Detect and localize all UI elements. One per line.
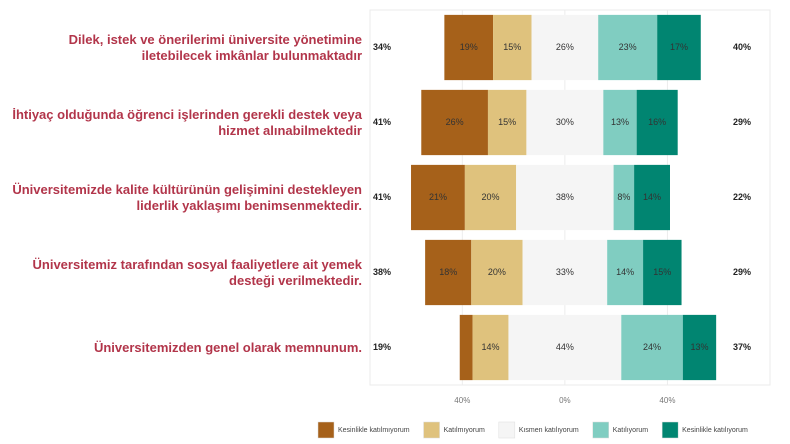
value-label: 19%	[460, 42, 478, 52]
legend-label: Kısmen katılıyorum	[519, 427, 579, 434]
right-total: 22%	[733, 192, 751, 202]
bar-segment	[598, 14, 658, 81]
bar-segment	[634, 164, 670, 231]
bar-segment	[657, 14, 701, 81]
bar-segment	[493, 14, 532, 81]
value-label: 20%	[482, 192, 500, 202]
value-label: 17%	[670, 42, 688, 52]
value-label: 44%	[556, 342, 574, 352]
value-label: 15%	[503, 42, 521, 52]
bar-segment	[425, 239, 472, 306]
bar-segment	[607, 239, 644, 306]
value-label: 18%	[439, 267, 457, 277]
legend-label: Kesinlikle katılıyorum	[682, 427, 748, 434]
bar-segment	[613, 164, 635, 231]
value-label: 15%	[653, 267, 671, 277]
bar-segment	[508, 314, 622, 381]
bar-segment	[531, 14, 599, 81]
bar-segment	[464, 164, 517, 231]
legend-swatch	[423, 421, 440, 439]
value-label: 33%	[556, 267, 574, 277]
category-label: İhtiyaç olduğunda öğrenci işlerinden ger…	[12, 106, 362, 138]
legend-swatch	[661, 421, 679, 439]
bar-segment	[487, 89, 527, 156]
bar-segment	[516, 164, 614, 231]
x-tick-label: 40%	[454, 396, 470, 405]
left-total: 34%	[373, 42, 391, 52]
category-label: Dilek, istek ve önerilerimi üniversite y…	[68, 31, 362, 63]
left-total: 38%	[373, 267, 391, 277]
value-label: 21%	[429, 192, 447, 202]
bar-segment	[411, 164, 465, 231]
legend-swatch	[592, 421, 609, 439]
left-total: 41%	[373, 117, 391, 127]
legend-label: Katılmıyorum	[444, 427, 485, 434]
x-tick-label: 40%	[659, 396, 675, 405]
value-label: 30%	[556, 117, 574, 127]
category-label: Üniversitemizde kalite kültürünün gelişi…	[12, 181, 362, 213]
x-tick-label: 0%	[559, 396, 571, 405]
bar-segment	[526, 89, 604, 156]
legend-swatch	[317, 421, 335, 439]
right-total: 40%	[733, 42, 751, 52]
value-label: 13%	[611, 117, 629, 127]
value-label: 14%	[616, 267, 634, 277]
bar-segment	[603, 89, 637, 156]
value-label: 14%	[643, 192, 661, 202]
value-label: 26%	[446, 117, 464, 127]
category-label: Üniversitemiz tarafından sosyal faaliyet…	[32, 256, 363, 288]
bar-segment	[444, 14, 494, 81]
bar-segment	[643, 239, 682, 306]
right-total: 29%	[733, 117, 751, 127]
value-label: 13%	[690, 342, 708, 352]
value-label: 26%	[556, 42, 574, 52]
right-total: 29%	[733, 267, 751, 277]
legend-swatch	[498, 421, 516, 439]
bar-segment	[636, 89, 678, 156]
bar-segment	[421, 89, 488, 156]
legend-label: Katılıyorum	[613, 427, 649, 434]
bar-segment	[621, 314, 683, 381]
bar-segment	[472, 314, 509, 381]
left-total: 19%	[373, 342, 391, 352]
value-label: 24%	[643, 342, 661, 352]
bar-segment	[682, 314, 717, 381]
left-total: 41%	[373, 192, 391, 202]
value-label: 20%	[488, 267, 506, 277]
value-label: 14%	[482, 342, 500, 352]
value-label: 15%	[498, 117, 516, 127]
bar-segment	[471, 239, 523, 306]
bar-segment	[459, 314, 473, 381]
value-label: 8%	[617, 192, 630, 202]
legend-label: Kesinlikle katılmıyorum	[338, 427, 410, 434]
value-label: 38%	[556, 192, 574, 202]
bar-segment	[522, 239, 608, 306]
right-total: 37%	[733, 342, 751, 352]
category-label: Üniversitemizden genel olarak memnunum.	[93, 339, 362, 355]
value-label: 16%	[648, 117, 666, 127]
value-label: 23%	[619, 42, 637, 52]
